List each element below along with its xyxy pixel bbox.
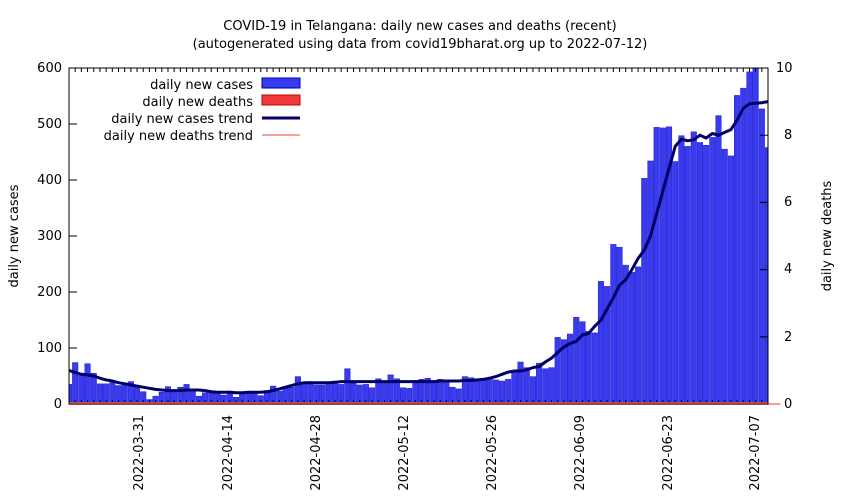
cases-bar (709, 137, 716, 405)
cases-bar (653, 127, 660, 405)
x-tick-label: 2022-05-12 (397, 415, 412, 491)
cases-bar (641, 178, 648, 405)
x-tick-label: 2022-07-07 (748, 415, 763, 491)
y-tick-label: 500 (37, 117, 62, 132)
cases-bar (647, 160, 654, 405)
legend: daily new cases daily new deaths daily n… (104, 77, 301, 144)
cases-bars (68, 67, 769, 405)
cases-bar (715, 115, 722, 405)
cases-bar (635, 266, 642, 405)
y-tick-label: 0 (54, 397, 62, 412)
cases-bar (585, 330, 592, 405)
legend-label-cases: daily new cases (150, 78, 253, 93)
cases-bar (684, 146, 691, 405)
cases-bar (690, 131, 697, 405)
cases-bar (622, 264, 629, 405)
cases-bar (616, 246, 623, 405)
cases-bar (536, 362, 543, 405)
plot-frame (68, 67, 769, 405)
chart-subtitle: (autogenerated using data from covid19bh… (193, 37, 648, 52)
x-tick-label: 2022-04-28 (309, 415, 324, 491)
cases-bar (523, 367, 530, 405)
chart-title: COVID-19 in Telangana: daily new cases a… (223, 19, 616, 34)
cases-bar (344, 368, 351, 405)
cases-bar (628, 272, 635, 405)
y2-tick-label: 4 (784, 262, 792, 277)
legend-label-deaths: daily new deaths (142, 95, 253, 110)
y-tick-label: 400 (37, 173, 62, 188)
cases-bar (659, 127, 666, 405)
y2-axis-label: daily new deaths (820, 180, 835, 291)
cases-bar (758, 108, 765, 405)
y2-tick-label: 8 (784, 128, 792, 143)
y2-tick-label: 10 (776, 61, 793, 76)
cases-bar (597, 281, 605, 405)
cases-bar (591, 332, 598, 405)
y-tick-label: 300 (37, 229, 62, 244)
cases-bar (511, 370, 518, 405)
cases-bar (672, 161, 679, 405)
x-axis: 2022-03-31 2022-04-14 2022-04-28 2022-05… (132, 415, 763, 491)
y2-tick-label: 0 (784, 397, 792, 412)
cases-bar (746, 71, 753, 405)
x-tick-label: 2022-03-31 (132, 415, 147, 491)
cases-bar (703, 145, 710, 405)
cases-bar (752, 67, 759, 405)
cases-bar (696, 142, 703, 405)
y-tick-label: 100 (37, 341, 62, 356)
cases-bar (721, 148, 728, 405)
x-tick-label: 2022-06-09 (573, 415, 588, 491)
x-tick-label: 2022-04-14 (221, 415, 236, 491)
legend-swatch-deaths (261, 94, 301, 106)
y-tick-label: 200 (37, 285, 62, 300)
cases-bar (548, 367, 555, 405)
cases-bar (678, 135, 685, 405)
cases-bar (72, 362, 79, 405)
cases-bar (740, 87, 747, 405)
cases-bar (517, 361, 524, 405)
y-tick-label: 600 (37, 61, 62, 76)
y-axis-label: daily new cases (7, 184, 22, 287)
x-tick-label: 2022-06-23 (661, 415, 676, 491)
y2-tick-label: 2 (784, 330, 792, 345)
cases-bar (294, 376, 301, 405)
cases-bar (78, 375, 85, 405)
cases-bar (529, 376, 536, 405)
legend-swatch-cases (261, 77, 301, 89)
x-tick-label: 2022-05-26 (485, 415, 500, 491)
cases-bar (734, 95, 741, 405)
cases-bar (610, 244, 617, 405)
legend-label-deaths-trend: daily new deaths trend (104, 129, 253, 144)
cases-bar (573, 316, 580, 405)
y-axis-left: 0 100 200 300 400 500 600 (37, 61, 62, 412)
cases-bar (727, 155, 734, 405)
cases-bar (84, 363, 91, 405)
y2-tick-label: 6 (784, 195, 792, 210)
cases-bar (542, 368, 549, 405)
cases-trend-line (68, 100, 769, 395)
cases-bar (387, 374, 394, 405)
cases-bar (554, 337, 561, 405)
y-axis-right: 0 2 4 6 8 10 (776, 61, 793, 412)
legend-label-cases-trend: daily new cases trend (111, 112, 253, 127)
